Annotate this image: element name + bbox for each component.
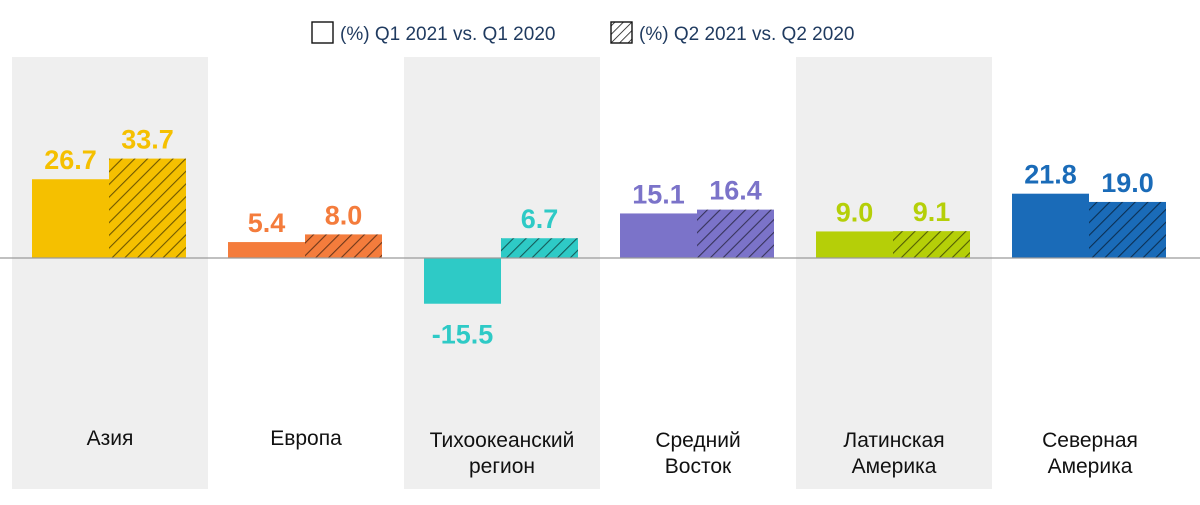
bar-hatch (501, 238, 578, 258)
legend: (%) Q1 2021 vs. Q1 2020 (%) Q2 2021 vs. Q… (311, 21, 854, 45)
bar-q1 (1012, 193, 1089, 258)
value-label: 15.1 (632, 179, 685, 209)
bar-q1 (228, 242, 305, 258)
value-label: 9.1 (913, 197, 951, 227)
value-label: 9.0 (836, 197, 874, 227)
bar-hatch (1089, 201, 1166, 258)
category-label: Латинская Америка (843, 429, 944, 478)
bar-hatch (893, 231, 970, 258)
value-label: 5.4 (248, 208, 286, 238)
value-labels: 26.7 33.7 5.4 8.0 -15.5 6.7 15.1 16.4 9.0 9.1 21.8… (44, 125, 1154, 350)
value-label: 33.7 (121, 125, 174, 155)
bar-hatch (109, 158, 186, 258)
value-label: 26.7 (44, 145, 97, 175)
category-labels: Азия Европа Тихоокеанский регион Средний Вост… (87, 427, 1138, 478)
value-label: 19.0 (1101, 168, 1154, 198)
background-band (796, 57, 992, 489)
bar-hatch (697, 209, 774, 258)
background-bands (12, 57, 992, 489)
legend-label: (%) Q2 2021 vs. Q2 2020 (639, 24, 854, 45)
category-label: Тихоокеанский регион (430, 429, 575, 478)
value-label: 21.8 (1024, 160, 1077, 190)
legend-swatch-solid (311, 21, 334, 44)
bar-hatch (305, 234, 382, 258)
bar-q1 (424, 258, 501, 304)
legend-label: (%) Q1 2021 vs. Q1 2020 (340, 24, 555, 45)
value-label: -15.5 (432, 320, 494, 350)
bars (32, 158, 1166, 304)
value-label: 6.7 (521, 204, 559, 234)
value-label: 16.4 (709, 176, 762, 206)
bar-q1 (816, 231, 893, 258)
background-band (12, 57, 208, 489)
category-label: Средний Восток (655, 429, 740, 478)
category-label: Северная Америка (1042, 429, 1138, 478)
bar-q1 (32, 179, 109, 258)
bar-q1 (620, 213, 697, 258)
legend-swatch-hatched (610, 21, 633, 44)
category-label: Европа (270, 427, 342, 450)
category-label: Азия (87, 427, 134, 450)
value-label: 8.0 (325, 200, 363, 230)
